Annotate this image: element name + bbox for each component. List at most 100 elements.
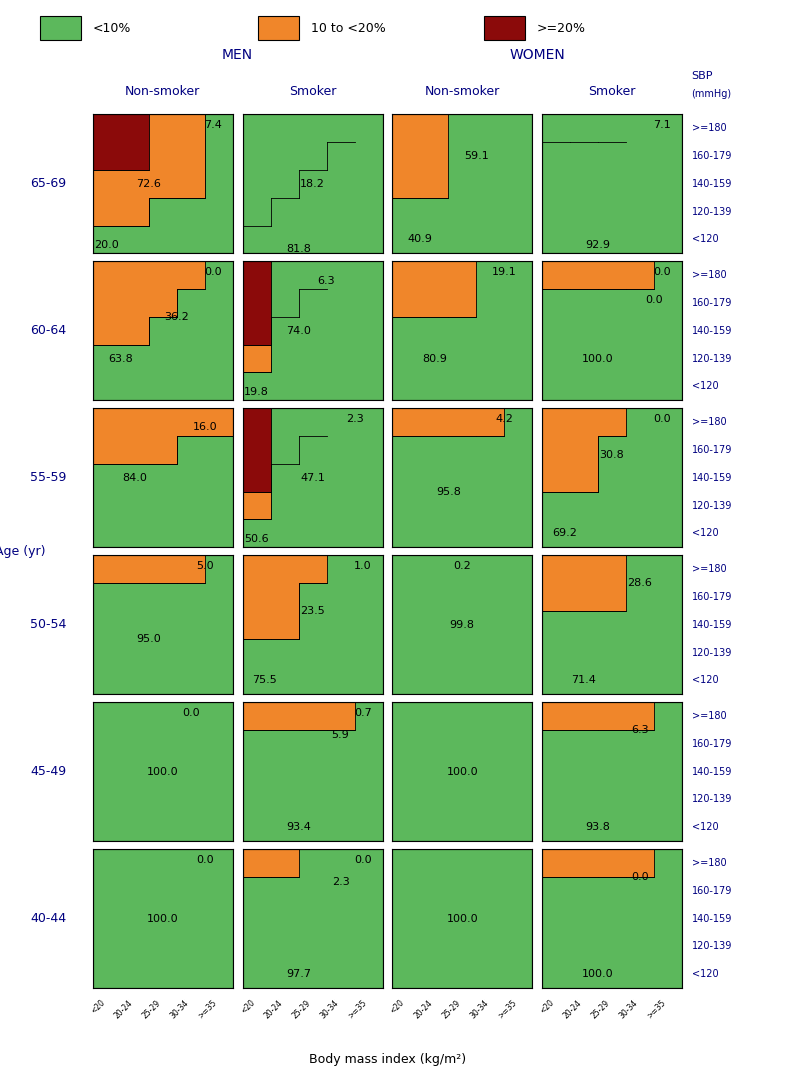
Text: 140-159: 140-159: [692, 326, 732, 336]
Text: 0.0: 0.0: [196, 855, 214, 866]
Text: 45-49: 45-49: [31, 766, 66, 778]
Polygon shape: [542, 849, 682, 988]
Text: <120: <120: [692, 529, 718, 539]
Text: 95.0: 95.0: [136, 633, 161, 644]
Polygon shape: [392, 555, 533, 694]
Text: 4.2: 4.2: [495, 414, 513, 425]
Polygon shape: [242, 114, 383, 226]
Text: Age (yr): Age (yr): [0, 545, 45, 557]
Text: 25-29: 25-29: [141, 998, 163, 1020]
Text: 65-69: 65-69: [31, 177, 66, 190]
Polygon shape: [542, 408, 682, 547]
Text: 93.4: 93.4: [286, 822, 311, 832]
Text: 140-159: 140-159: [692, 767, 732, 776]
Text: 0.0: 0.0: [645, 295, 663, 305]
Text: 0.0: 0.0: [631, 872, 649, 882]
Text: (mmHg): (mmHg): [692, 89, 732, 100]
Text: 7.1: 7.1: [654, 121, 671, 130]
Text: 55-59: 55-59: [30, 471, 67, 484]
Text: 40.9: 40.9: [408, 235, 433, 244]
Polygon shape: [392, 408, 533, 547]
Text: 36.2: 36.2: [165, 312, 189, 321]
Text: 30.8: 30.8: [600, 451, 625, 460]
Text: 1.0: 1.0: [354, 561, 372, 571]
Text: <120: <120: [692, 235, 718, 244]
Text: 60-64: 60-64: [31, 325, 66, 337]
Text: 120-139: 120-139: [692, 647, 732, 657]
Text: >=180: >=180: [692, 858, 726, 868]
Text: 6.3: 6.3: [318, 276, 336, 286]
Text: 71.4: 71.4: [571, 675, 596, 685]
Text: 0.7: 0.7: [354, 708, 372, 718]
Text: >=35: >=35: [496, 998, 518, 1020]
Text: 20-24: 20-24: [562, 998, 584, 1020]
Text: 6.3: 6.3: [631, 724, 649, 735]
Polygon shape: [392, 114, 533, 253]
Text: 0.0: 0.0: [182, 708, 199, 718]
Text: 140-159: 140-159: [692, 179, 732, 189]
Polygon shape: [542, 555, 682, 694]
Text: 30-34: 30-34: [618, 998, 640, 1020]
Polygon shape: [542, 702, 682, 842]
Text: MEN: MEN: [222, 48, 253, 62]
Text: 100.0: 100.0: [582, 354, 613, 364]
Text: 5.9: 5.9: [332, 731, 349, 741]
Polygon shape: [93, 261, 233, 401]
Polygon shape: [242, 702, 383, 842]
Polygon shape: [392, 702, 533, 842]
Text: 2.3: 2.3: [332, 877, 349, 887]
Text: >=35: >=35: [346, 998, 369, 1020]
Text: 160-179: 160-179: [692, 738, 732, 748]
Polygon shape: [242, 114, 383, 253]
Text: 95.8: 95.8: [436, 487, 461, 496]
Text: 10 to <20%: 10 to <20%: [311, 22, 386, 35]
Text: 18.2: 18.2: [300, 179, 325, 189]
Polygon shape: [93, 114, 233, 226]
Text: 40-44: 40-44: [31, 912, 66, 925]
Text: 16.0: 16.0: [193, 422, 217, 432]
Text: 0.0: 0.0: [654, 267, 671, 277]
Text: SBP: SBP: [692, 71, 713, 81]
Text: 74.0: 74.0: [286, 326, 311, 336]
Text: 100.0: 100.0: [582, 970, 613, 980]
Polygon shape: [242, 261, 383, 401]
Polygon shape: [93, 114, 233, 253]
Text: 28.6: 28.6: [628, 578, 652, 588]
Text: <120: <120: [692, 822, 718, 832]
Text: >=35: >=35: [197, 998, 219, 1020]
Text: 140-159: 140-159: [692, 472, 732, 482]
Text: 120-139: 120-139: [692, 206, 732, 216]
Text: 20-24: 20-24: [262, 998, 285, 1020]
Text: 80.9: 80.9: [422, 354, 446, 364]
Polygon shape: [392, 849, 533, 988]
Text: Body mass index (kg/m²): Body mass index (kg/m²): [309, 1053, 466, 1066]
Polygon shape: [242, 408, 383, 547]
Text: <10%: <10%: [93, 22, 132, 35]
Text: 50.6: 50.6: [245, 534, 269, 544]
Text: 84.0: 84.0: [123, 472, 147, 482]
Text: 25-29: 25-29: [441, 998, 462, 1020]
Text: 160-179: 160-179: [692, 592, 732, 602]
Text: 160-179: 160-179: [692, 298, 732, 307]
Text: 99.8: 99.8: [449, 620, 475, 630]
Polygon shape: [392, 261, 533, 401]
Text: 63.8: 63.8: [108, 354, 133, 364]
Text: 69.2: 69.2: [552, 529, 577, 539]
Text: 81.8: 81.8: [286, 244, 311, 254]
Text: 120-139: 120-139: [692, 942, 732, 951]
Text: 100.0: 100.0: [446, 767, 478, 776]
Text: 25-29: 25-29: [590, 998, 612, 1020]
Text: 120-139: 120-139: [692, 354, 732, 364]
Text: 25-29: 25-29: [291, 998, 312, 1020]
Text: 7.4: 7.4: [204, 121, 222, 130]
Text: <20: <20: [389, 998, 406, 1015]
Text: 30-34: 30-34: [169, 998, 190, 1020]
Text: 92.9: 92.9: [585, 240, 610, 250]
Polygon shape: [93, 555, 233, 694]
Text: 140-159: 140-159: [692, 913, 732, 923]
Polygon shape: [242, 261, 383, 372]
Text: 100.0: 100.0: [446, 913, 478, 923]
Text: Smoker: Smoker: [588, 85, 636, 98]
Text: 20-24: 20-24: [412, 998, 434, 1020]
Polygon shape: [242, 408, 383, 519]
